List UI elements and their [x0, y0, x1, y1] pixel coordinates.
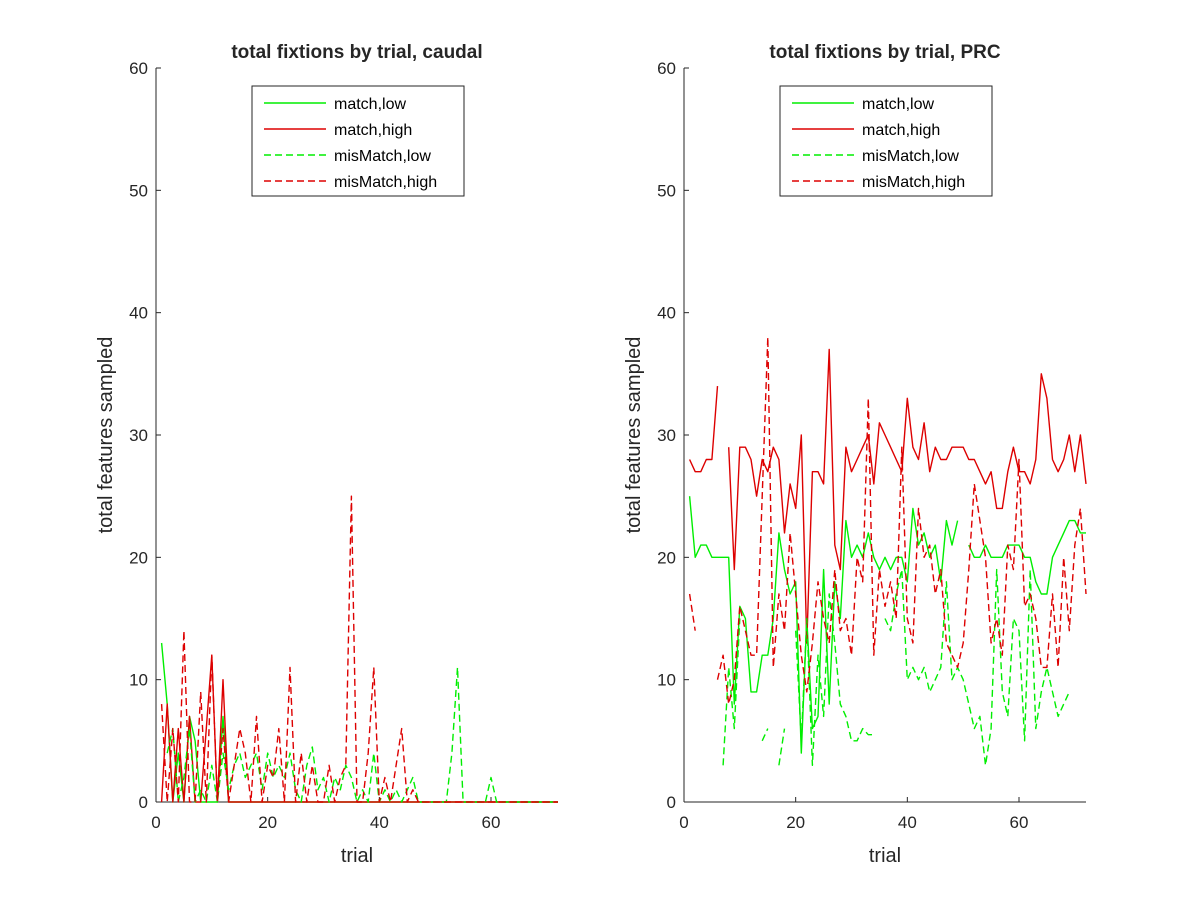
- legend: match,low match,high misMatch,low misMatch,…: [779, 85, 993, 197]
- legend-label: misMatch,low: [334, 148, 431, 165]
- legend-label: match,low: [334, 96, 406, 113]
- legend-label: misMatch,low: [862, 148, 959, 165]
- chart-panel-1: 0 10 20 30 40 50 60 0 20 40 60 total fixtions by tr…: [95, 42, 558, 867]
- x-tick-label: 40: [898, 813, 917, 832]
- y-tick-label: 0: [139, 793, 148, 812]
- y-tick-label: 40: [129, 304, 148, 323]
- x-tick-label: 60: [1010, 813, 1029, 832]
- x-tick-label: 20: [786, 813, 805, 832]
- chart-panel-2: 0 10 20 30 40 50 60 0 20 40 60 total fixtions by tr…: [623, 42, 1087, 867]
- x-tick-label: 0: [151, 813, 160, 832]
- chart-title: total fixtions by trial, PRC: [769, 42, 1000, 63]
- legend-box: [779, 85, 993, 197]
- series-line-match-high: [160, 654, 558, 803]
- series-line-match-low: [688, 496, 1086, 754]
- y-tick-label: 60: [129, 59, 148, 78]
- y-tick-label: 0: [667, 793, 676, 812]
- legend-label: misMatch,high: [334, 174, 437, 191]
- legend-label: misMatch,high: [862, 174, 965, 191]
- legend-box: [251, 85, 465, 197]
- y-axis-label: total features sampled: [623, 337, 645, 534]
- y-tick-label: 30: [657, 426, 676, 445]
- series-line-mismatch-low: [166, 666, 558, 803]
- y-tick-label: 30: [129, 426, 148, 445]
- series-line-mismatch-high: [688, 336, 1087, 705]
- legend-label: match,high: [862, 122, 940, 139]
- y-tick-label: 60: [657, 59, 676, 78]
- y-axis-label: total features sampled: [95, 337, 117, 534]
- y-tick-label: 50: [129, 181, 148, 200]
- x-tick-label: 20: [258, 813, 277, 832]
- series-line-mismatch-low: [722, 568, 1070, 766]
- y-tick-label: 10: [129, 671, 148, 690]
- y-tick-label: 20: [129, 548, 148, 567]
- x-tick-label: 0: [679, 813, 688, 832]
- series-line-mismatch-high: [160, 495, 558, 803]
- x-axis-label: trial: [869, 845, 901, 867]
- series-line-match-high: [688, 348, 1087, 644]
- legend: match,low match,high misMatch,low misMatch,…: [251, 85, 465, 197]
- x-tick-label: 40: [370, 813, 389, 832]
- y-tick-label: 40: [657, 304, 676, 323]
- x-tick-label: 60: [482, 813, 501, 832]
- legend-label: match,high: [334, 122, 412, 139]
- y-tick-label: 10: [657, 671, 676, 690]
- chart-title: total fixtions by trial, caudal: [231, 42, 482, 63]
- legend-label: match,low: [862, 96, 934, 113]
- x-axis-label: trial: [341, 845, 373, 867]
- y-tick-label: 50: [657, 181, 676, 200]
- y-tick-label: 20: [657, 548, 676, 567]
